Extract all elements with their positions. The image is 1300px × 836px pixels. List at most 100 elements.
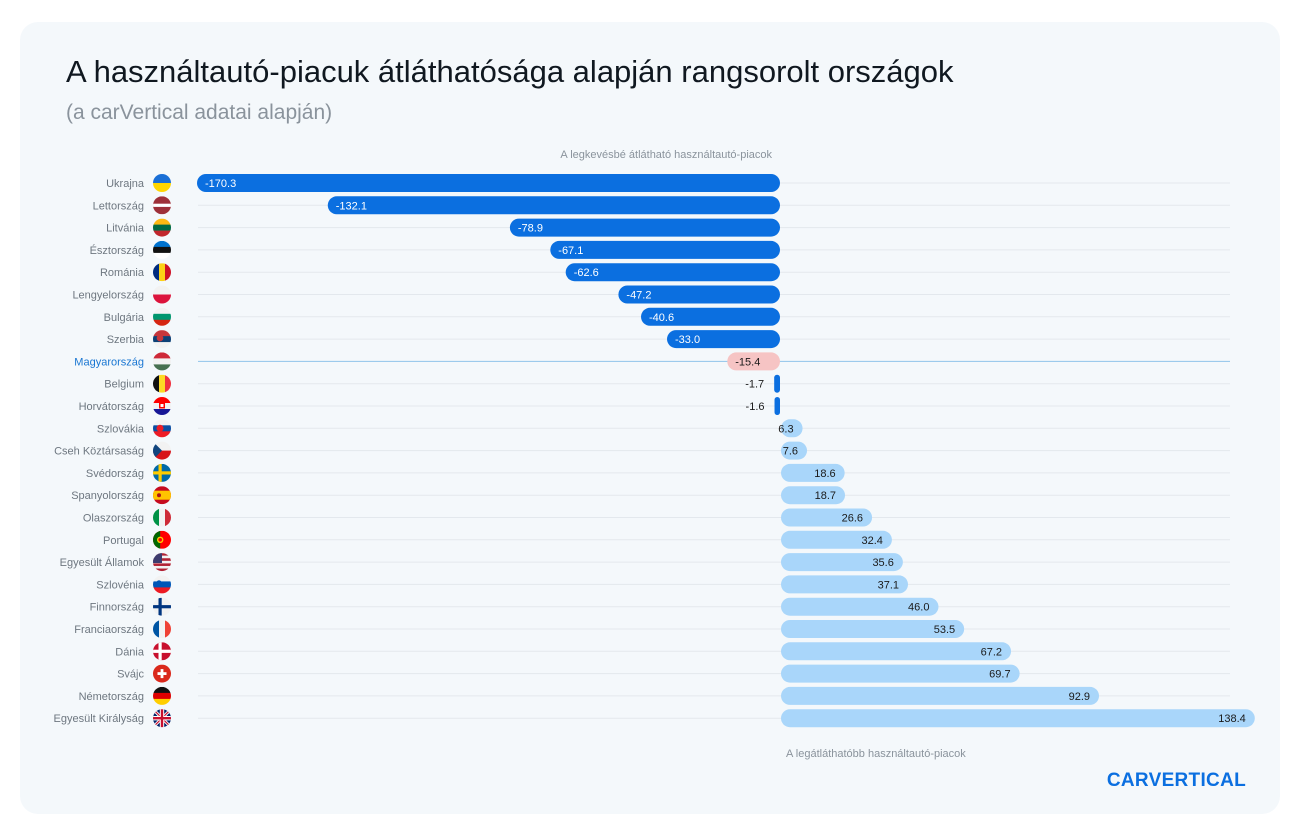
value-label: 92.9	[1069, 691, 1090, 703]
value-label: 37.1	[878, 579, 899, 591]
chart-title: A használtautó-piacuk átláthatósága alap…	[66, 54, 954, 89]
value-label: -15.4	[735, 356, 760, 368]
bar-2	[509, 218, 780, 237]
bar-23	[781, 686, 1100, 705]
flag-icon-cz	[153, 441, 171, 460]
country-label: Portugal	[103, 535, 144, 547]
bar-24	[781, 709, 1255, 728]
value-label: 7.6	[783, 446, 798, 458]
bar-18	[781, 575, 909, 594]
carvertical-logo: CARVERTICAL	[1106, 770, 1246, 791]
value-label: -62.6	[574, 267, 599, 279]
flag-icon-bg	[153, 307, 171, 326]
bar-12	[781, 441, 808, 460]
value-label: -33.0	[675, 334, 700, 346]
country-label: Egyesült Királyság	[54, 713, 145, 725]
flag-icon-si	[153, 575, 171, 594]
value-label: 53.5	[934, 624, 955, 636]
bar-19	[781, 597, 939, 616]
annotation-bottom: A legátláthatóbb használtautó-piacok	[786, 748, 966, 760]
country-label: Bulgária	[104, 312, 145, 324]
country-label: Svájc	[117, 669, 144, 681]
bar-16	[781, 530, 892, 549]
value-label: -1.7	[745, 379, 764, 391]
bar-5	[618, 285, 780, 304]
bar-13	[781, 463, 845, 482]
bar-11	[781, 419, 803, 438]
country-label: Szlovénia	[96, 579, 145, 591]
flag-icon-pl	[153, 285, 171, 304]
flag-icon-it	[153, 508, 171, 527]
value-label: 18.6	[814, 468, 835, 480]
bar-6	[641, 307, 780, 326]
flag-icon-lt	[153, 218, 171, 237]
value-label: -170.3	[205, 178, 236, 190]
bar-8	[727, 352, 780, 371]
flag-icon-ua	[153, 174, 171, 192]
flag-icon-pt	[153, 530, 171, 549]
flag-icon-se	[153, 463, 171, 482]
country-label: Franciaország	[74, 624, 144, 636]
bar-22	[781, 664, 1020, 683]
chart-card	[20, 22, 1280, 814]
country-label: Szlovákia	[97, 423, 145, 435]
country-label: Lettország	[93, 200, 144, 212]
value-label: 138.4	[1218, 713, 1246, 725]
country-label: Cseh Köztársaság	[54, 446, 144, 458]
flag-icon-fi	[153, 597, 171, 616]
country-label: Dánia	[115, 646, 145, 658]
flag-icon-fr	[153, 620, 171, 638]
country-label: Németország	[79, 691, 144, 703]
bar-10	[774, 397, 780, 415]
bar-17	[781, 553, 903, 572]
country-label: Belgium	[104, 379, 144, 391]
value-label: 32.4	[861, 535, 882, 547]
bar-3	[550, 240, 780, 259]
annotation-top: A legkevésbé átlátható használtautó-piac…	[560, 149, 772, 161]
country-label: Svédország	[86, 468, 144, 480]
value-label: 67.2	[981, 646, 1002, 658]
bar-14	[781, 486, 846, 505]
country-label: Lengyelország	[72, 290, 144, 302]
bar-9	[774, 374, 780, 393]
value-label: 46.0	[908, 602, 929, 614]
flag-icon-dk	[153, 642, 171, 661]
value-label: -1.6	[746, 401, 765, 413]
country-label: Olaszország	[83, 513, 144, 525]
value-label: 6.3	[778, 423, 793, 435]
bar-15	[781, 508, 873, 527]
flag-icon-us	[153, 553, 171, 572]
country-label: Horvátország	[79, 401, 144, 413]
country-label: Finnország	[90, 602, 144, 614]
flag-icon-be	[153, 374, 171, 393]
flag-icon-ch	[153, 664, 171, 683]
country-label: Egyesült Államok	[60, 556, 145, 569]
flag-icon-ro	[153, 263, 171, 282]
value-label: -78.9	[518, 223, 543, 235]
bar-1	[327, 196, 780, 215]
value-label: -47.2	[626, 290, 651, 302]
value-label: 26.6	[842, 513, 863, 525]
bar-20	[781, 620, 965, 638]
value-label: -67.1	[558, 245, 583, 257]
flag-icon-sk	[153, 419, 171, 438]
flag-icon-hu	[153, 352, 171, 371]
flag-icon-gb	[153, 709, 171, 728]
flag-icon-es	[153, 486, 171, 505]
flag-icon-ee	[153, 240, 171, 259]
country-label: Magyarország	[74, 356, 144, 368]
country-label: Spanyolország	[71, 490, 144, 502]
country-label: Észtország	[90, 244, 144, 257]
bar-0	[197, 174, 780, 192]
flag-icon-de	[153, 686, 171, 705]
value-label: -132.1	[336, 200, 367, 212]
bar-21	[781, 642, 1012, 661]
flag-icon-rs	[153, 330, 171, 349]
value-label: 35.6	[872, 557, 893, 569]
country-label: Litvánia	[106, 223, 145, 235]
flag-icon-hr	[153, 397, 171, 415]
chart-subtitle: (a carVertical adatai alapján)	[66, 101, 333, 124]
value-label: 18.7	[815, 490, 836, 502]
bar-7	[667, 330, 780, 349]
